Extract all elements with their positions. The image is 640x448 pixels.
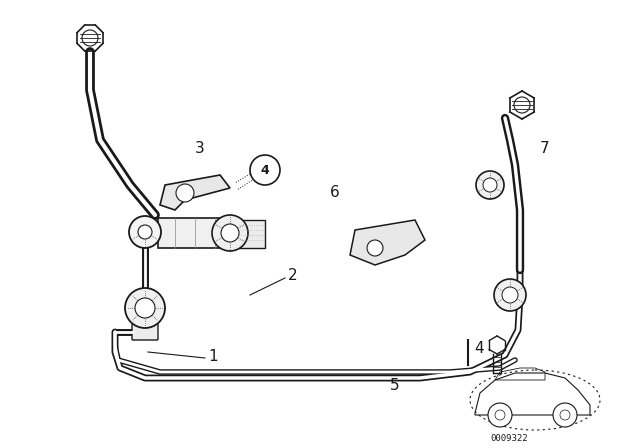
Circle shape [553, 403, 577, 427]
Circle shape [138, 225, 152, 239]
Circle shape [367, 240, 383, 256]
Circle shape [502, 287, 518, 303]
Circle shape [494, 279, 526, 311]
Circle shape [483, 178, 497, 192]
Circle shape [476, 171, 504, 199]
Polygon shape [238, 220, 265, 248]
Circle shape [82, 30, 98, 46]
Text: 6: 6 [330, 185, 340, 199]
Circle shape [135, 298, 155, 318]
Polygon shape [350, 220, 425, 265]
Text: 7: 7 [540, 141, 550, 155]
Text: 5: 5 [390, 378, 399, 392]
Circle shape [176, 184, 194, 202]
Text: 1: 1 [208, 349, 218, 363]
Circle shape [560, 410, 570, 420]
Circle shape [514, 97, 530, 113]
FancyBboxPatch shape [132, 324, 158, 340]
Polygon shape [160, 175, 230, 210]
Circle shape [129, 216, 161, 248]
Text: 2: 2 [288, 267, 298, 283]
Circle shape [488, 403, 512, 427]
Circle shape [495, 410, 505, 420]
Text: 0009322: 0009322 [490, 434, 527, 443]
Circle shape [250, 155, 280, 185]
Text: 3: 3 [195, 141, 205, 155]
Circle shape [212, 215, 248, 251]
Text: 4: 4 [474, 340, 484, 356]
Circle shape [221, 224, 239, 242]
Text: 4: 4 [260, 164, 269, 177]
Circle shape [125, 288, 165, 328]
Polygon shape [158, 218, 230, 248]
